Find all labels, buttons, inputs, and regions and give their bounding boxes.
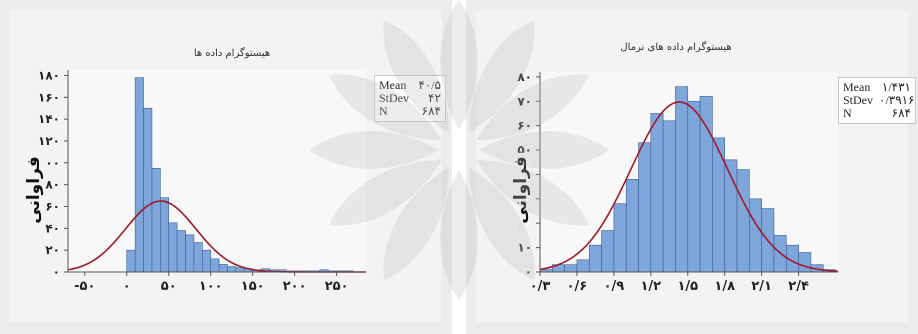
plot-area [68, 70, 366, 272]
x-tick-label: ۲/۱ [751, 279, 772, 294]
stats-value: ۶۸۴ [422, 105, 441, 118]
x-tick-label: -۵۰ [74, 279, 95, 294]
histogram-bar [565, 265, 577, 272]
histogram-normal-chart: هیستوگرام داده های نرمال ۰/۳ ۰/۶ ۰/۹ ۱/۲ ۱/۵… [466, 0, 918, 334]
histogram-bar [589, 245, 601, 272]
x-tick-label: ۱۵۰ [241, 279, 265, 294]
y-tick-label: ۸۰ [517, 70, 532, 84]
histogram-bar [614, 204, 626, 272]
y-tick-label: ۱۲۰ [38, 134, 60, 148]
histogram-bar [135, 78, 143, 272]
histogram-bar [202, 250, 210, 272]
x-tick-label: ۰/۳ [530, 279, 551, 294]
histogram-panel-normal: هیستوگرام داده های نرمال ۰/۳ ۰/۶ ۰/۹ ۱/۲ ۱/۵… [466, 0, 918, 334]
histogram-bar [219, 264, 227, 272]
stats-box: Mean ۴۰/۵ StDev ۴۲ N ۶۸۴ [374, 75, 446, 122]
x-tick-label: ۱/۸ [714, 279, 735, 294]
x-tick-label: ۲۵۰ [325, 279, 349, 294]
y-tick-label: ۱۰ [517, 241, 532, 255]
histogram-bar [688, 101, 700, 272]
stats-row-n: N ۶۸۴ [379, 105, 441, 118]
histogram-bar [577, 260, 589, 272]
histogram-bar [236, 268, 244, 272]
histogram-panel-raw: هیستوگرام داده ها -۵۰ ۰ ۵۰ ۱۰۰ ۱۵۰ ۲۰۰ ۲۵۰ ۰ ۲۰ ۴… [0, 0, 452, 334]
x-tick-label: ۰ [123, 279, 131, 294]
y-tick-label: ۷۰ [517, 94, 532, 108]
histogram-bar [186, 235, 194, 272]
y-tick-label: ۱۶۰ [38, 90, 60, 104]
x-tick-label: ۱۰۰ [199, 279, 223, 294]
x-tick-label: ۲۰۰ [283, 279, 307, 294]
x-tick-label: ۵۰ [161, 279, 177, 294]
stats-box: Mean ۱/۴۳۱ StDev ۰/۳۹۱۶ N ۶۸۴ [838, 77, 916, 124]
histogram-bar [799, 252, 811, 272]
histogram-bar [602, 231, 614, 272]
y-tick-label: ۰ [525, 265, 532, 279]
histogram-bar [737, 170, 749, 272]
y-tick-label: ۸۰ [45, 178, 60, 192]
histogram-bar [700, 96, 712, 272]
y-tick-label: ۶۰ [45, 199, 60, 213]
histogram-bar [152, 168, 160, 272]
histogram-bar [127, 250, 135, 272]
histogram-bar [749, 199, 761, 272]
x-tick-label: ۱/۵ [677, 279, 698, 294]
chart-title: هیستوگرام داده ها [194, 47, 270, 59]
histogram-raw-chart: هیستوگرام داده ها -۵۰ ۰ ۵۰ ۱۰۰ ۱۵۰ ۲۰۰ ۲۵۰ ۰ ۲۰ ۴… [0, 0, 452, 334]
histogram-bar [227, 267, 235, 272]
histogram-bar [160, 198, 168, 272]
stats-row-n: N ۶۸۴ [843, 107, 911, 120]
y-tick-label: ۱۸۰ [38, 68, 60, 82]
x-tick-label: ۲/۴ [788, 279, 809, 294]
y-tick-label: ۶۰ [517, 119, 532, 133]
x-tick-label: ۱/۲ [641, 279, 662, 294]
y-tick-label: ۲۰ [45, 243, 60, 257]
histogram-bar [639, 143, 651, 272]
stats-value: ۶۸۴ [892, 107, 911, 120]
histogram-bar [177, 231, 185, 272]
histogram-bar [169, 223, 177, 272]
histogram-bar [651, 113, 663, 272]
y-axis-label: فراوانی [24, 153, 44, 227]
y-tick-label: ۰ [53, 265, 60, 279]
x-tick-label: ۰/۶ [567, 279, 588, 294]
histogram-bar [663, 121, 675, 272]
histogram-bar [194, 243, 202, 272]
histogram-bar [626, 179, 638, 272]
histogram-bar [211, 259, 219, 272]
y-axis-label: فراوانی [511, 153, 531, 227]
chart-title: هیستوگرام داده های نرمال [620, 41, 731, 53]
histogram-bar [675, 87, 687, 272]
stats-label: N [379, 105, 388, 118]
y-tick-label: ۱۴۰ [38, 112, 60, 126]
y-tick-label: ۴۰ [45, 221, 60, 235]
histogram-bar [144, 108, 152, 272]
stats-label: N [843, 107, 852, 120]
x-tick-label: ۰/۹ [604, 279, 625, 294]
